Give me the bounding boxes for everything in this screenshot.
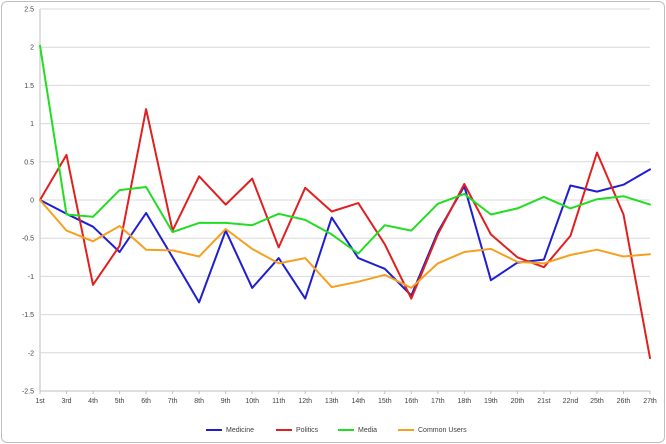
legend-label: Common Users (418, 427, 467, 434)
legend-label: Politics (296, 427, 319, 434)
x-tick-label: 12th (298, 398, 312, 405)
x-tick-label: 26th (617, 398, 631, 405)
x-tick-label: 25th (590, 398, 604, 405)
x-tick-label: 21st (537, 398, 550, 405)
x-tick-label: 9th (221, 398, 231, 405)
series-lines (39, 44, 651, 360)
series-line-medicine (39, 168, 651, 304)
x-tick-label: 8th (194, 398, 204, 405)
y-tick-label: -2 (28, 350, 34, 357)
x-tick-label: 6th (141, 398, 151, 405)
x-tick-label: 22nd (563, 398, 579, 405)
x-axis-ticks: 1st 3rd 4th 5th 6th 7th 8th 9th 10th 11th 12th 13th… (35, 391, 657, 405)
y-tick-label: -1 (28, 274, 34, 281)
legend-item-media: Media (338, 427, 377, 434)
x-tick-label: 13th (325, 398, 339, 405)
x-tick-label: 16th (404, 398, 418, 405)
legend-item-common-users: Common Users (398, 427, 467, 434)
x-tick-label: 11th (272, 398, 285, 405)
y-tick-label: 1 (30, 121, 34, 128)
x-tick-label: 10th (245, 398, 259, 405)
y-tick-label: -0.5 (22, 236, 34, 243)
legend-label: Media (358, 427, 377, 434)
y-tick-label: 2.5 (24, 7, 34, 14)
x-tick-label: 14th (351, 398, 365, 405)
x-tick-label: 20th (511, 398, 525, 405)
y-tick-label: 2 (30, 45, 34, 52)
legend-item-medicine: Medicine (206, 427, 254, 434)
y-tick-label: 0 (30, 198, 34, 205)
legend-item-politics: Politics (276, 427, 319, 434)
series-line-common-users (39, 199, 651, 289)
gridlines (39, 8, 650, 392)
y-tick-label: -2.5 (22, 389, 34, 396)
x-tick-label: 3rd (61, 398, 71, 405)
legend-label: Medicine (226, 427, 254, 434)
y-tick-label: -1.5 (22, 312, 34, 319)
x-tick-label: 5th (115, 398, 125, 405)
x-tick-label: 17th (431, 398, 445, 405)
y-tick-label: 1.5 (24, 83, 34, 90)
x-tick-label: 27th (643, 398, 657, 405)
x-tick-label: 19th (484, 398, 498, 405)
legend: Medicine Politics Media Common Users (206, 427, 467, 434)
x-tick-label: 18th (458, 398, 472, 405)
x-tick-label: 4th (88, 398, 98, 405)
y-axis-ticks: 2.5 2 1.5 1 0.5 0 -0.5 -1 -1.5 -2 -2.5 (22, 7, 34, 396)
x-tick-label: 7th (168, 398, 178, 405)
x-tick-label: 1st (35, 398, 44, 405)
x-tick-label: 15th (378, 398, 392, 405)
y-tick-label: 0.5 (24, 159, 34, 166)
series-line-media (39, 44, 651, 255)
